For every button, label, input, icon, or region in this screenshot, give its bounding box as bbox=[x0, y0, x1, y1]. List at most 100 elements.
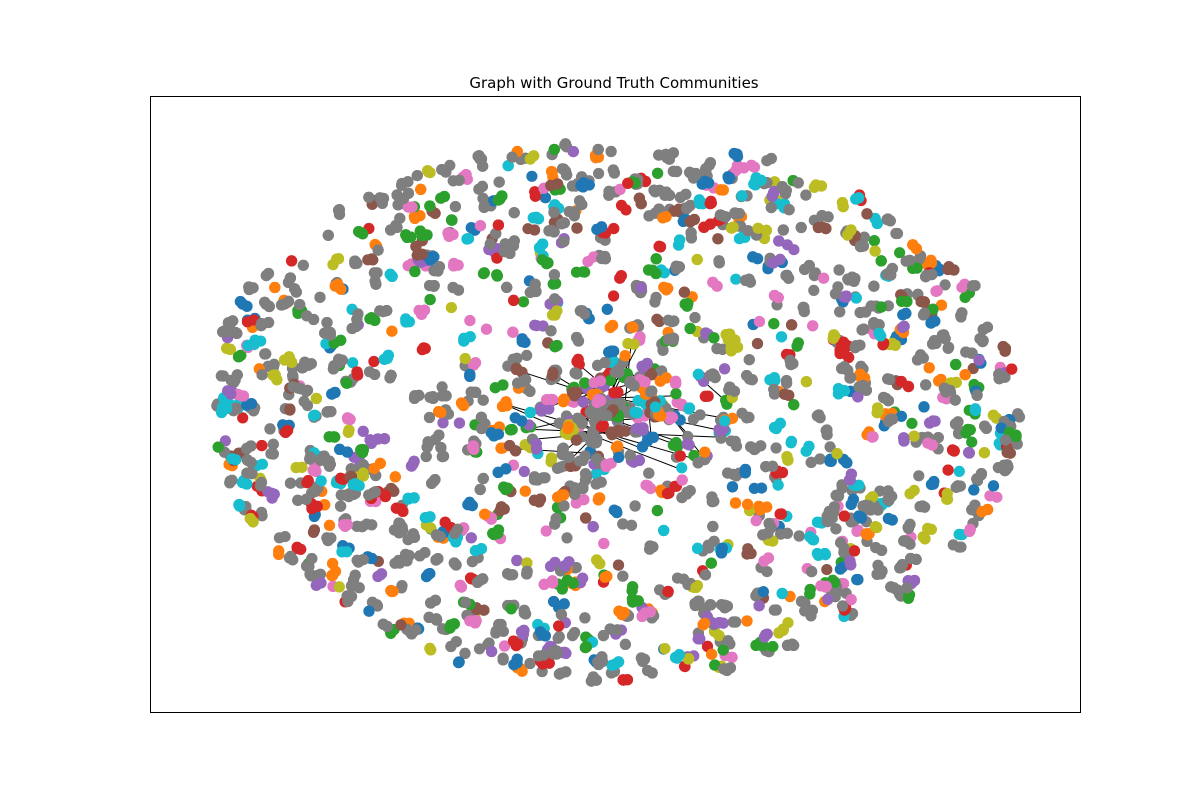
graph-node bbox=[674, 191, 687, 203]
graph-node bbox=[516, 336, 528, 348]
graph-node bbox=[599, 571, 611, 583]
graph-node bbox=[829, 576, 841, 589]
graph-node bbox=[555, 608, 568, 621]
graph-node bbox=[605, 145, 617, 158]
graph-node bbox=[333, 357, 345, 369]
chart-title: Graph with Ground Truth Communities bbox=[469, 74, 758, 92]
graph-node bbox=[443, 230, 455, 242]
graph-node bbox=[526, 170, 538, 182]
graph-node bbox=[556, 218, 568, 230]
graph-node bbox=[357, 425, 369, 437]
graph-node bbox=[939, 279, 951, 291]
graph-node bbox=[423, 411, 436, 424]
graph-node bbox=[266, 492, 278, 504]
graph-node bbox=[640, 479, 652, 491]
graph-node bbox=[850, 340, 862, 352]
graph-node bbox=[807, 320, 819, 332]
graph-node bbox=[834, 563, 846, 575]
graph-node bbox=[603, 185, 615, 197]
graph-node bbox=[233, 350, 245, 363]
graph-node bbox=[834, 306, 846, 318]
graph-node bbox=[747, 251, 759, 263]
graph-node bbox=[335, 472, 347, 484]
graph-node bbox=[745, 159, 758, 171]
graph-node bbox=[886, 337, 898, 349]
graph-node bbox=[685, 227, 697, 239]
graph-node bbox=[511, 657, 523, 669]
graph-node bbox=[968, 484, 980, 496]
graph-node bbox=[500, 484, 512, 496]
graph-node bbox=[436, 164, 448, 176]
graph-node bbox=[825, 455, 837, 467]
graph-node bbox=[930, 285, 942, 297]
graph-node bbox=[424, 200, 436, 212]
graph-node bbox=[320, 338, 332, 350]
graph-node bbox=[256, 369, 268, 381]
graph-node bbox=[621, 674, 634, 686]
graph-node bbox=[981, 321, 994, 333]
graph-node bbox=[814, 453, 826, 465]
graph-node bbox=[775, 331, 788, 343]
graph-node bbox=[297, 259, 309, 271]
graph-node bbox=[283, 552, 296, 564]
graph-node bbox=[920, 379, 932, 391]
graph-node bbox=[882, 373, 894, 385]
graph-node bbox=[633, 395, 645, 407]
graph-node bbox=[271, 374, 283, 386]
graph-node bbox=[315, 577, 327, 589]
graph-node bbox=[268, 358, 280, 370]
graph-node bbox=[642, 664, 654, 677]
graph-node bbox=[653, 315, 665, 328]
graph-node bbox=[584, 406, 596, 418]
graph-node bbox=[556, 583, 568, 595]
graph-node bbox=[681, 488, 693, 500]
graph-node bbox=[1012, 408, 1024, 420]
graph-node bbox=[301, 477, 313, 489]
graph-node bbox=[598, 537, 610, 550]
graph-node bbox=[882, 512, 895, 525]
graph-node bbox=[368, 267, 380, 279]
graph-node bbox=[424, 642, 436, 655]
graph-node bbox=[335, 489, 347, 501]
graph-node bbox=[255, 320, 267, 332]
graph-node bbox=[363, 191, 375, 203]
graph-node bbox=[553, 631, 565, 643]
graph-node bbox=[377, 192, 390, 205]
graph-node bbox=[430, 529, 442, 541]
graph-node bbox=[549, 293, 561, 305]
graph-node bbox=[464, 315, 476, 327]
graph-node bbox=[551, 462, 564, 474]
graph-node bbox=[233, 499, 245, 511]
graph-node bbox=[569, 488, 581, 500]
graph-node bbox=[617, 570, 629, 582]
graph-node bbox=[845, 594, 857, 606]
graph-node bbox=[742, 498, 754, 510]
graph-node bbox=[728, 147, 740, 160]
graph-node bbox=[449, 201, 461, 213]
graph-node bbox=[224, 343, 236, 355]
graph-node bbox=[770, 442, 782, 454]
graph-node bbox=[959, 291, 971, 303]
graph-node bbox=[267, 438, 279, 450]
graph-node bbox=[230, 402, 242, 414]
graph-node bbox=[984, 490, 996, 502]
graph-node bbox=[674, 450, 686, 462]
graph-node bbox=[915, 349, 927, 361]
graph-node bbox=[753, 316, 766, 328]
graph-node bbox=[595, 421, 608, 433]
graph-node bbox=[606, 659, 618, 671]
graph-node bbox=[942, 263, 954, 276]
graph-node bbox=[691, 253, 703, 266]
graph-node bbox=[649, 296, 661, 308]
graph-node bbox=[418, 342, 430, 354]
graph-node bbox=[465, 386, 477, 398]
graph-node bbox=[335, 500, 347, 512]
graph-node bbox=[799, 605, 811, 617]
graph-node bbox=[757, 586, 769, 598]
graph-node bbox=[259, 348, 271, 360]
graph-node bbox=[676, 462, 688, 474]
graph-node bbox=[748, 482, 760, 494]
graph-node bbox=[435, 442, 447, 454]
graph-node bbox=[455, 581, 467, 593]
graph-node bbox=[969, 280, 981, 292]
